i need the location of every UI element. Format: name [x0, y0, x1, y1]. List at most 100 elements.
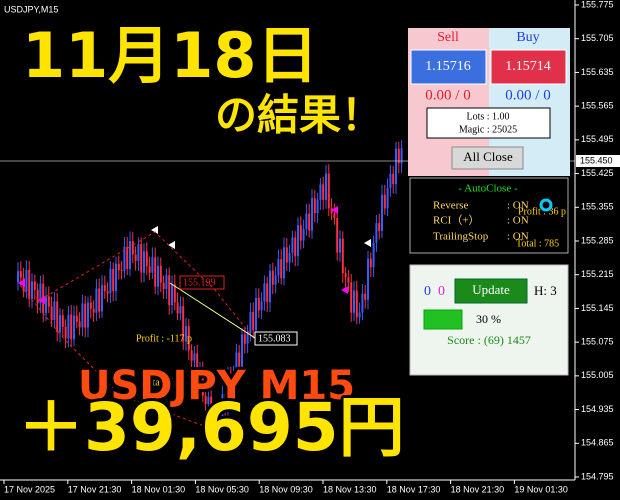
- autoclose-title: - AutoClose -: [458, 183, 518, 195]
- signal-arrow: [341, 286, 348, 294]
- price-label: 154.865: [581, 438, 614, 448]
- setting-name: Reverse: [433, 200, 469, 212]
- candle-body: [395, 148, 397, 185]
- candle-body: [344, 273, 347, 278]
- candle-body: [383, 194, 386, 209]
- price-label: 154.795: [581, 471, 614, 481]
- total-label: Total : 785: [516, 238, 559, 249]
- candle-body: [302, 229, 305, 241]
- candle-body: [201, 371, 204, 396]
- close-all-label[interactable]: All Close: [463, 149, 513, 164]
- candle-body: [157, 265, 159, 287]
- candle-body: [339, 238, 341, 253]
- level-box: [179, 275, 225, 290]
- candle-body: [358, 312, 361, 318]
- close-all-button[interactable]: [451, 146, 524, 170]
- candle-body: [87, 302, 89, 328]
- candle-body: [193, 353, 196, 361]
- candle-body: [224, 394, 227, 411]
- time-label: 17 Nov 21:30: [68, 484, 122, 494]
- candle-body: [325, 173, 327, 200]
- candle-body: [283, 247, 285, 279]
- price-label: 155.215: [581, 269, 614, 279]
- signal-arrow: [38, 296, 45, 304]
- candle-body: [347, 277, 350, 283]
- candle-body: [115, 263, 117, 292]
- current-price: 155.450: [580, 155, 613, 165]
- candle-body: [106, 291, 109, 294]
- buy-button[interactable]: [490, 49, 567, 85]
- candle-body: [297, 225, 299, 257]
- candle-body: [75, 315, 78, 322]
- progress-bar: [423, 309, 463, 330]
- candle-body: [311, 198, 313, 231]
- candle-body: [162, 282, 165, 290]
- candle-body: [249, 312, 252, 334]
- update-button[interactable]: [454, 278, 528, 304]
- candle-body: [305, 213, 308, 230]
- sell-price[interactable]: 1.15716: [425, 59, 471, 74]
- candle-body: [53, 301, 56, 321]
- candle-body: [64, 326, 67, 339]
- candle-body: [199, 371, 201, 388]
- level-label: 155.083: [258, 333, 291, 344]
- candle-body: [103, 285, 106, 292]
- trend-line: [19, 284, 216, 431]
- sell-button[interactable]: [410, 49, 487, 85]
- candle-body: [165, 275, 168, 290]
- candle-body: [313, 198, 316, 214]
- candle-body: [274, 275, 277, 285]
- candle-body: [341, 238, 344, 274]
- candle-body: [221, 394, 224, 418]
- left-count: 0: [424, 284, 431, 299]
- price-label: 155.775: [581, 0, 614, 9]
- candle-body: [207, 396, 210, 405]
- candle-body: [28, 269, 31, 299]
- setting-value: : ON: [507, 200, 529, 212]
- price-label: 155.355: [581, 202, 614, 212]
- candle-body: [389, 173, 392, 189]
- candle-body: [36, 289, 39, 304]
- candle-body: [277, 259, 280, 276]
- candle-body: [327, 173, 330, 209]
- candle-body: [185, 326, 187, 342]
- candle-body: [73, 315, 75, 340]
- candle-body: [179, 306, 182, 314]
- candle-body: [98, 288, 101, 312]
- price-label: 155.425: [581, 168, 614, 178]
- candle-body: [148, 266, 151, 273]
- setting-name: RCI（+）: [433, 214, 480, 227]
- candle-body: [39, 283, 42, 304]
- candle-body: [285, 247, 288, 263]
- setting-value: : ON: [507, 215, 529, 227]
- time-label: 18 Nov 05:30: [195, 484, 249, 494]
- candle-body: [101, 285, 103, 312]
- candle-body: [353, 290, 355, 313]
- signal-arrow: [18, 279, 25, 287]
- candle-body: [280, 259, 283, 279]
- symbol-label: USDJPY,M15: [4, 4, 58, 14]
- candle-body: [140, 244, 143, 273]
- candle-body: [263, 283, 266, 302]
- signal-arrow: [151, 226, 158, 234]
- candle-body: [330, 208, 333, 214]
- time-label: 18 Nov 09:30: [259, 484, 313, 494]
- candle-body: [50, 306, 53, 321]
- candle-body: [78, 321, 81, 328]
- candle-body: [190, 350, 193, 361]
- candle-body: [95, 288, 98, 313]
- candle-body: [59, 315, 61, 333]
- price-label: 155.705: [581, 33, 614, 43]
- candles: [17, 140, 403, 440]
- buy-label: Buy: [516, 30, 539, 45]
- candle-body: [109, 268, 112, 294]
- candle-body: [269, 270, 271, 303]
- update-label[interactable]: Update: [472, 282, 510, 297]
- candle-body: [333, 213, 336, 219]
- candle-body: [176, 302, 179, 314]
- candle-body: [154, 257, 157, 287]
- candle-body: [392, 173, 395, 185]
- candle-body: [361, 293, 364, 313]
- profit-label: Profit : -117 p: [136, 333, 192, 344]
- buy-price[interactable]: 1.15714: [505, 59, 551, 74]
